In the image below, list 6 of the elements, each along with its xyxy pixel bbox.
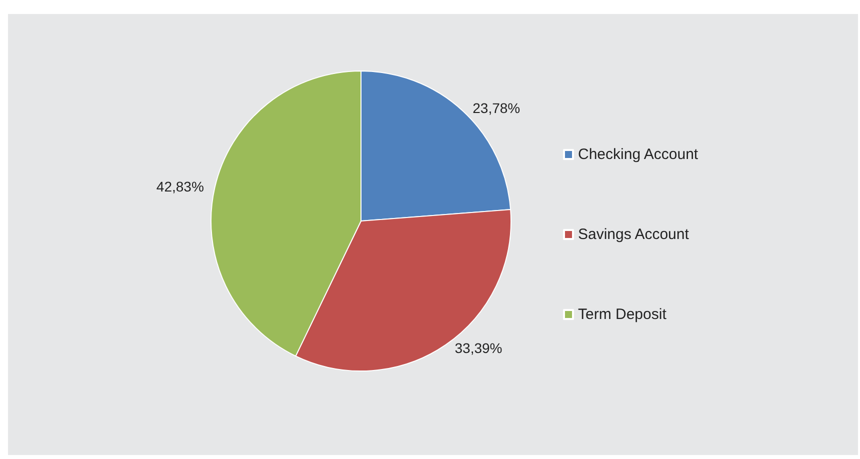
data-label: 23,78%: [472, 100, 520, 116]
legend-label: Term Deposit: [578, 306, 668, 323]
legend-label: Savings Account: [578, 226, 690, 243]
data-label: 33,39%: [454, 340, 502, 356]
legend-label: Checking Account: [578, 146, 699, 163]
data-label: 42,83%: [156, 178, 204, 195]
